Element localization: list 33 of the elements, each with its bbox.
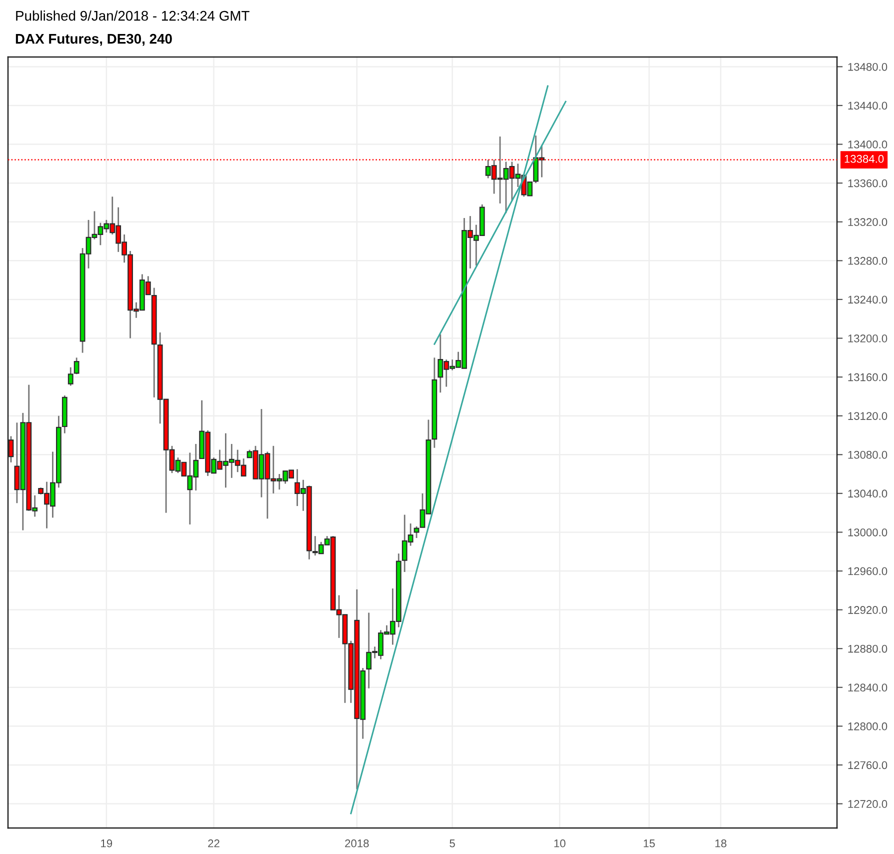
- y-tick-label: 13480.0: [848, 62, 888, 71]
- y-tick-label: 13120.0: [848, 412, 888, 420]
- y-tick-label: 13000.0: [848, 528, 888, 536]
- x-tick-label: 10: [554, 839, 566, 848]
- x-tick-label: 22: [208, 839, 220, 848]
- y-tick-label: 13080.0: [848, 450, 888, 459]
- text: Published 9/Jan/2018 - 12:34:24 GMT: [16, 10, 250, 21]
- x-tick-label: 18: [715, 839, 726, 848]
- y-tick-label: 13440.0: [848, 102, 888, 110]
- y-tick-label: 13280.0: [848, 256, 888, 265]
- y-tick-label: 13240.0: [848, 296, 888, 304]
- y-tick-label: 12960.0: [848, 567, 888, 576]
- x-tick-label: 15: [644, 840, 655, 848]
- x-tick-label: 19: [101, 839, 112, 848]
- y-tick-label: 12760.0: [848, 761, 888, 770]
- ref-line-label: 13384.0: [844, 154, 884, 163]
- y-tick-label: 12880.0: [848, 644, 888, 653]
- x-tick-label: 2018: [345, 839, 369, 848]
- y-tick-label: 12720.0: [848, 800, 888, 808]
- y-tick-label: 12800.0: [848, 722, 888, 730]
- candlestick: [68, 366, 74, 386]
- candlestick: [74, 356, 80, 375]
- x-tick-label: 5: [450, 840, 455, 848]
- y-tick-label: 13160.0: [848, 373, 888, 382]
- chart-title: DAX Futures, DE30, 240: [16, 34, 172, 46]
- y-tick-label: 13360.0: [848, 179, 888, 188]
- candlestick: [414, 526, 420, 539]
- y-tick-label: 13040.0: [848, 490, 888, 498]
- y-tick-label: 12840.0: [848, 684, 888, 692]
- y-tick-label: 12920.0: [848, 606, 888, 614]
- y-tick-label: 13400.0: [848, 140, 888, 148]
- y-tick-label: 13200.0: [848, 334, 888, 342]
- y-tick-label: 13320.0: [848, 218, 888, 226]
